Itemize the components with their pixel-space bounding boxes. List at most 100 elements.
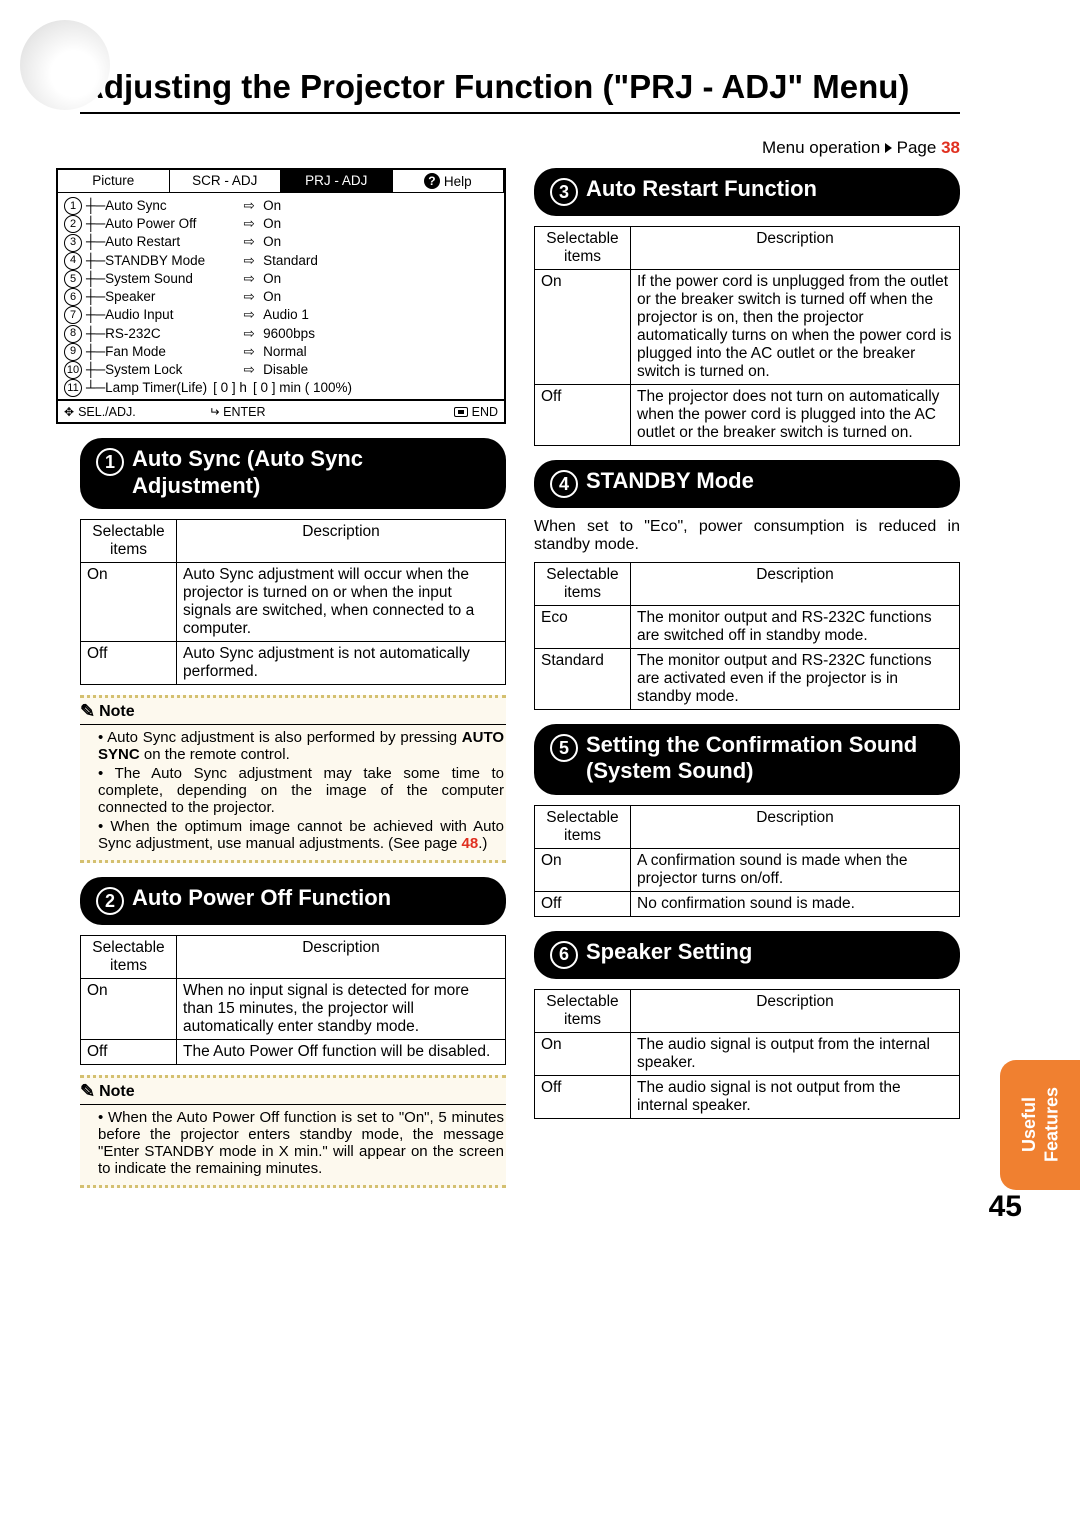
table-cell-value: A confirmation sound is made when the pr… (631, 848, 960, 891)
osd-arrow-icon: ⇨ (235, 325, 263, 343)
osd-item-label: Speaker (105, 288, 235, 306)
table-row: OffAuto Sync adjustment is not automatic… (81, 642, 506, 685)
osd-lamp-label: Lamp Timer(Life) (105, 379, 207, 397)
table-header: Selectable items (535, 805, 631, 848)
section-5-num: 5 (550, 734, 578, 762)
table-header: Description (177, 936, 506, 979)
osd-item-value: On (263, 233, 498, 251)
help-icon: ? (424, 173, 440, 189)
osd-item-label: Audio Input (105, 306, 235, 324)
section-4-title: STANDBY Mode (586, 468, 754, 494)
osd-item-label: Auto Sync (105, 197, 235, 215)
side-tab-useful-features: Useful Features (1000, 1060, 1080, 1190)
table-row: OffThe projector does not turn on automa… (535, 385, 960, 446)
osd-arrow-icon: ⇨ (235, 252, 263, 270)
note-icon: ✎ (80, 1081, 95, 1102)
osd-item-num: 11 (64, 379, 82, 397)
section-5-table: Selectable items Description OnA confirm… (534, 805, 960, 917)
nav-arrows-icon: ✥ (64, 405, 74, 419)
note-body: When the Auto Power Off function is set … (80, 1105, 506, 1188)
osd-item-value: Standard (263, 252, 498, 270)
page-number: 45 (989, 1190, 1022, 1224)
note-item: When the Auto Power Off function is set … (98, 1109, 504, 1177)
section-3-num: 3 (550, 178, 578, 206)
table-cell-key: On (81, 979, 177, 1040)
section-1-table: Selectable items Description OnAuto Sync… (80, 519, 506, 685)
section-4-num: 4 (550, 470, 578, 498)
table-cell-value: The monitor output and RS-232C functions… (631, 606, 960, 649)
table-row: OffThe Auto Power Off function will be d… (81, 1040, 506, 1065)
table-cell-value: The Auto Power Off function will be disa… (177, 1040, 506, 1065)
table-row: OnA confirmation sound is made when the … (535, 848, 960, 891)
osd-row: 7┼─Audio Input⇨Audio 1 (64, 306, 498, 324)
osd-item-value: Disable (263, 361, 498, 379)
note-header: ✎ Note (80, 695, 506, 725)
osd-item-value: On (263, 288, 498, 306)
osd-row: 8┼─RS-232C⇨9600bps (64, 325, 498, 343)
table-cell-key: Off (535, 385, 631, 446)
decorative-corner (20, 20, 110, 110)
table-row: OnAuto Sync adjustment will occur when t… (81, 563, 506, 642)
section-1-heading: 1 Auto Sync (Auto Sync Adjustment) (80, 438, 506, 509)
table-cell-key: Standard (535, 649, 631, 710)
table-row: StandardThe monitor output and RS-232C f… (535, 649, 960, 710)
table-header: Selectable items (535, 227, 631, 270)
osd-row: 5┼─System Sound⇨On (64, 270, 498, 288)
section-2-num: 2 (96, 887, 124, 915)
osd-arrow-icon: ⇨ (235, 306, 263, 324)
osd-item-num: 8 (64, 325, 82, 343)
table-header: Description (631, 805, 960, 848)
note-icon: ✎ (80, 701, 95, 722)
table-row: EcoThe monitor output and RS-232C functi… (535, 606, 960, 649)
section-1-num: 1 (96, 448, 124, 476)
osd-row: 3┼─Auto Restart⇨On (64, 233, 498, 251)
osd-tree-line: ┼─ (86, 288, 105, 306)
section-2-table: Selectable items Description OnWhen no i… (80, 935, 506, 1065)
section-4-table: Selectable items Description EcoThe moni… (534, 562, 960, 710)
osd-lamp-row: 11┴─Lamp Timer(Life)[ 0 ] h[ 0 ] min ( 1… (64, 379, 498, 397)
table-cell-key: On (81, 563, 177, 642)
osd-tab-scr: SCR - ADJ (170, 170, 282, 192)
table-header: Description (631, 989, 960, 1032)
osd-item-value: Audio 1 (263, 306, 498, 324)
osd-tree-line: ┼─ (86, 252, 105, 270)
left-column: Picture SCR - ADJ PRJ - ADJ ? Help 1┼─Au… (80, 168, 506, 1188)
osd-item-value: On (263, 270, 498, 288)
section-6-title: Speaker Setting (586, 939, 752, 965)
right-column: 3 Auto Restart Function Selectable items… (534, 168, 960, 1188)
menu-operation-text: Menu operation (762, 138, 880, 157)
menu-operation-page-label: Page (897, 138, 937, 157)
table-cell-value: The monitor output and RS-232C functions… (631, 649, 960, 710)
osd-arrow-icon: ⇨ (235, 233, 263, 251)
osd-arrow-icon: ⇨ (235, 215, 263, 233)
osd-foot-end: END (472, 405, 498, 419)
section-5-title: Setting the Confirmation Sound (System S… (586, 732, 944, 785)
side-tab-line2: Features (1041, 1087, 1061, 1162)
table-row: OffNo confirmation sound is made. (535, 891, 960, 916)
table-header: Description (631, 227, 960, 270)
osd-menu-box: Picture SCR - ADJ PRJ - ADJ ? Help 1┼─Au… (56, 168, 506, 424)
osd-item-label: Auto Power Off (105, 215, 235, 233)
osd-item-label: STANDBY Mode (105, 252, 235, 270)
osd-arrow-icon: ⇨ (235, 270, 263, 288)
note-item: When the optimum image cannot be achieve… (98, 818, 504, 852)
table-header: Selectable items (535, 563, 631, 606)
section-3-heading: 3 Auto Restart Function (534, 168, 960, 216)
table-cell-value: The audio signal is output from the inte… (631, 1032, 960, 1075)
osd-item-num: 6 (64, 288, 82, 306)
section-3-title: Auto Restart Function (586, 176, 817, 202)
section-4-heading: 4 STANDBY Mode (534, 460, 960, 508)
osd-item-value: On (263, 197, 498, 215)
osd-item-num: 5 (64, 270, 82, 288)
table-cell-value: Auto Sync adjustment is not automaticall… (177, 642, 506, 685)
table-cell-value: No confirmation sound is made. (631, 891, 960, 916)
table-header: Description (177, 520, 506, 563)
osd-foot-enter: ENTER (223, 405, 265, 419)
section-2-heading: 2 Auto Power Off Function (80, 877, 506, 925)
section-1-title: Auto Sync (Auto Sync Adjustment) (132, 446, 490, 499)
table-cell-value: When no input signal is detected for mor… (177, 979, 506, 1040)
osd-foot-sel: SEL./ADJ. (78, 405, 136, 419)
table-cell-key: Off (535, 1075, 631, 1118)
osd-item-label: Auto Restart (105, 233, 235, 251)
end-icon (454, 407, 468, 417)
